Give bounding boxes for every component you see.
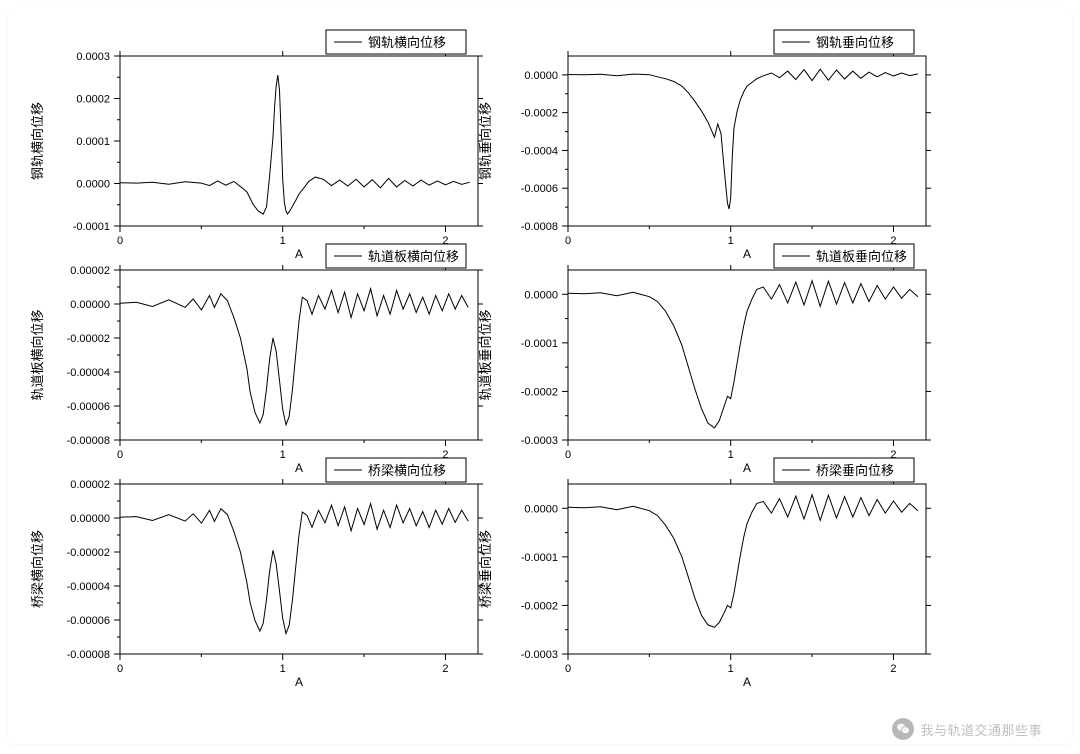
legend-label: 钢轨横向位移: [368, 35, 446, 50]
x-axis-title: A: [743, 675, 751, 689]
x-tick-label: 2: [890, 663, 896, 675]
y-tick-label: -0.0008: [521, 221, 558, 233]
chart-p00: 012-0.00010.00000.00010.00020.0003A钢轨横向位…: [120, 56, 478, 226]
x-tick-label: 0: [117, 449, 123, 461]
y-tick-label: -0.00004: [67, 367, 110, 379]
chart-p11: 012-0.0003-0.0002-0.00010.0000A轨道板垂向位移轨道…: [568, 270, 926, 440]
chart-p21: 012-0.0003-0.0002-0.00010.0000A桥梁垂向位移桥梁垂…: [568, 484, 926, 654]
x-tick-label: 0: [565, 235, 571, 247]
y-tick-label: -0.00006: [67, 615, 110, 627]
y-tick-label: -0.00008: [67, 435, 110, 447]
legend-label: 轨道板垂向位移: [816, 249, 907, 264]
y-tick-label: -0.0002: [521, 600, 558, 612]
watermark: 我与轨道交通那些事: [892, 718, 1042, 740]
y-tick-label: -0.00004: [67, 581, 110, 593]
y-tick-label: 0.00000: [70, 299, 110, 311]
y-tick-label: -0.0006: [521, 183, 558, 195]
y-axis-title: 钢轨横向位移: [30, 102, 45, 180]
y-tick-label: 0.00002: [70, 479, 110, 491]
y-tick-label: 0.00002: [70, 265, 110, 277]
y-tick-label: -0.00002: [67, 547, 110, 559]
x-axis-title: A: [743, 461, 751, 475]
y-axis-title: 轨道板横向位移: [30, 309, 45, 400]
legend-label: 桥梁垂向位移: [816, 463, 894, 478]
series-line: [568, 281, 918, 428]
x-axis-title: A: [743, 247, 751, 261]
y-tick-label: 0.00000: [70, 513, 110, 525]
y-tick-label: 0.0000: [524, 289, 558, 301]
series-line: [568, 69, 918, 209]
legend-label: 钢轨垂向位移: [816, 35, 894, 50]
y-tick-label: -0.0003: [521, 435, 558, 447]
series-line: [568, 495, 918, 628]
chart-p10: 012-0.00008-0.00006-0.00004-0.000020.000…: [120, 270, 478, 440]
y-tick-label: -0.0001: [521, 338, 558, 350]
y-tick-label: 0.0001: [76, 136, 110, 148]
y-tick-label: -0.0001: [521, 552, 558, 564]
x-tick-label: 0: [565, 663, 571, 675]
y-tick-label: 0.0000: [524, 70, 558, 82]
x-tick-label: 0: [565, 449, 571, 461]
y-tick-label: 0.0002: [76, 94, 110, 106]
y-axis-title: 轨道板垂向位移: [478, 309, 493, 400]
y-tick-label: -0.0004: [521, 145, 558, 157]
x-tick-label: 1: [280, 449, 286, 461]
y-axis-title: 桥梁垂向位移: [478, 530, 493, 608]
figure: 我与轨道交通那些事 012-0.00010.00000.00010.00020.…: [0, 0, 1080, 754]
series-line: [120, 504, 468, 634]
y-tick-label: 0.0000: [524, 503, 558, 515]
y-tick-label: -0.0001: [73, 221, 110, 233]
x-axis-title: A: [295, 247, 303, 261]
x-tick-label: 0: [117, 235, 123, 247]
x-tick-label: 1: [280, 663, 286, 675]
x-axis-title: A: [295, 675, 303, 689]
y-tick-label: -0.0003: [521, 649, 558, 661]
watermark-text: 我与轨道交通那些事: [920, 720, 1042, 739]
y-tick-label: 0.0003: [76, 51, 110, 63]
x-tick-label: 1: [728, 663, 734, 675]
y-tick-label: -0.00006: [67, 401, 110, 413]
y-tick-label: 0.0000: [76, 179, 110, 191]
y-tick-label: -0.00002: [67, 333, 110, 345]
x-tick-label: 1: [728, 235, 734, 247]
series-line: [120, 75, 470, 214]
x-tick-label: 0: [117, 663, 123, 675]
wechat-icon: [892, 718, 914, 740]
chart-p20: 012-0.00008-0.00006-0.00004-0.000020.000…: [120, 484, 478, 654]
y-axis-title: 桥梁横向位移: [30, 530, 45, 608]
y-tick-label: -0.00008: [67, 649, 110, 661]
x-tick-label: 2: [442, 663, 448, 675]
x-tick-label: 1: [280, 235, 286, 247]
x-tick-label: 1: [728, 449, 734, 461]
x-axis-title: A: [295, 461, 303, 475]
chart-p01: 012-0.0008-0.0006-0.0004-0.00020.0000A钢轨…: [568, 56, 926, 226]
legend-label: 桥梁横向位移: [368, 463, 446, 478]
y-tick-label: -0.0002: [521, 386, 558, 398]
y-tick-label: -0.0002: [521, 108, 558, 120]
y-axis-title: 钢轨垂向位移: [478, 102, 493, 180]
legend-label: 轨道板横向位移: [368, 249, 459, 264]
series-line: [120, 289, 468, 425]
